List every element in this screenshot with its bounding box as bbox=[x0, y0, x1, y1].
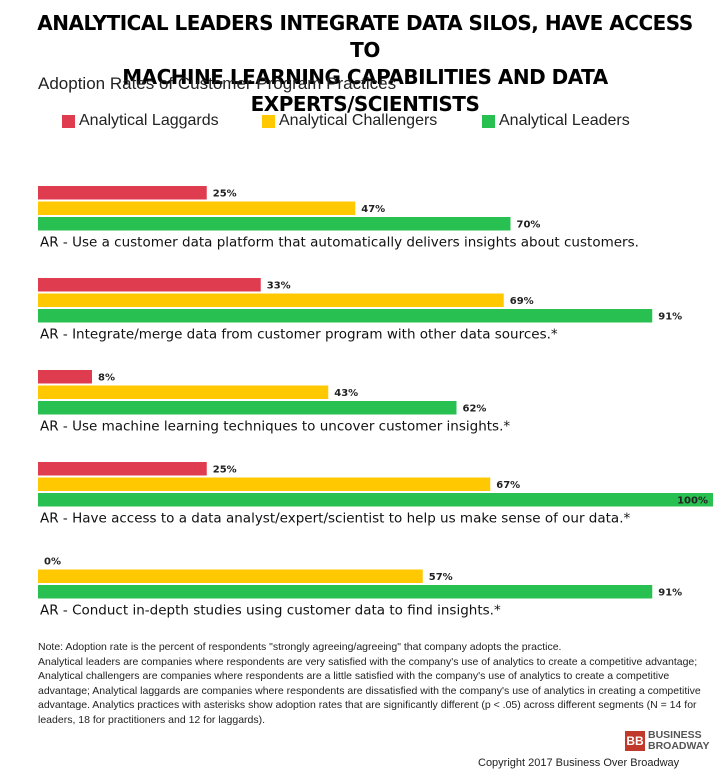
bar bbox=[38, 385, 329, 399]
bar-value-label: 91% bbox=[658, 311, 682, 322]
bar bbox=[38, 493, 713, 507]
category-label: AR - Use a customer data platform that a… bbox=[40, 235, 639, 251]
logo-mark: BB bbox=[625, 731, 645, 751]
bar-chart: 25% 47% 70% AR - Use a customer data platfo… bbox=[38, 186, 713, 619]
bar bbox=[38, 401, 457, 415]
category-label: AR - Use machine learning techniques to … bbox=[40, 419, 510, 435]
footnote-line-1: Note: Adoption rate is the percent of re… bbox=[38, 641, 562, 653]
bar-value-label: 70% bbox=[517, 219, 541, 230]
legend-label: Analytical Challengers bbox=[279, 112, 438, 129]
legend-swatch bbox=[62, 114, 75, 128]
legend: Analytical Laggards Analytical Challenger… bbox=[0, 112, 726, 136]
bar bbox=[38, 585, 653, 599]
logo: BB BUSINESS BROADWAY bbox=[625, 730, 709, 752]
legend-swatch bbox=[262, 114, 275, 128]
legend-item: Analytical Challengers bbox=[262, 112, 437, 130]
bar-value-label: 43% bbox=[334, 388, 358, 399]
bar bbox=[38, 186, 207, 200]
bar-value-label: 69% bbox=[510, 296, 534, 307]
bar-value-label: 100% bbox=[677, 495, 708, 506]
bar bbox=[38, 293, 504, 307]
bar-value-label: 8% bbox=[98, 372, 115, 383]
bar-value-label: 67% bbox=[496, 480, 520, 491]
legend-item: Analytical Laggards bbox=[62, 112, 219, 130]
bar bbox=[38, 370, 92, 384]
logo-text-line2: BROADWAY bbox=[648, 740, 710, 752]
chart-subtitle: Adoption Rates of Customer Program Pract… bbox=[38, 74, 397, 93]
bar bbox=[38, 569, 423, 583]
bar-value-label: 33% bbox=[267, 280, 291, 291]
bar bbox=[38, 201, 356, 215]
footnote-line-2: Analytical leaders are companies where r… bbox=[38, 655, 701, 726]
legend-item: Analytical Leaders bbox=[482, 112, 630, 130]
bar-value-label: 0% bbox=[44, 556, 61, 567]
bar bbox=[38, 217, 511, 231]
bar-value-label: 91% bbox=[658, 587, 682, 598]
chart-title: ANALYTICAL LEADERS INTEGRATE DATA SILOS,… bbox=[37, 11, 693, 116]
bar bbox=[38, 477, 491, 491]
bar-value-label: 62% bbox=[463, 403, 487, 414]
bar-value-label: 47% bbox=[361, 204, 385, 215]
bar bbox=[38, 278, 261, 292]
logo-text-line1: BUSINESS bbox=[648, 729, 702, 741]
bar-value-label: 25% bbox=[213, 464, 237, 475]
logo-text: BUSINESS BROADWAY bbox=[648, 730, 709, 752]
legend-swatch bbox=[482, 114, 495, 128]
footnote: Note: Adoption rate is the percent of re… bbox=[38, 640, 718, 728]
copyright: Copyright 2017 Business Over Broadway bbox=[478, 757, 680, 769]
legend-label: Analytical Laggards bbox=[79, 112, 219, 129]
bar bbox=[38, 309, 653, 323]
bar-value-label: 57% bbox=[429, 572, 453, 583]
legend-label: Analytical Leaders bbox=[499, 112, 630, 129]
category-label: AR - Have access to a data analyst/exper… bbox=[40, 511, 630, 527]
category-label: AR - Conduct in-depth studies using cust… bbox=[40, 603, 501, 619]
bar-value-label: 25% bbox=[213, 188, 237, 199]
category-label: AR - Integrate/merge data from customer … bbox=[40, 327, 558, 343]
bar bbox=[38, 462, 207, 476]
